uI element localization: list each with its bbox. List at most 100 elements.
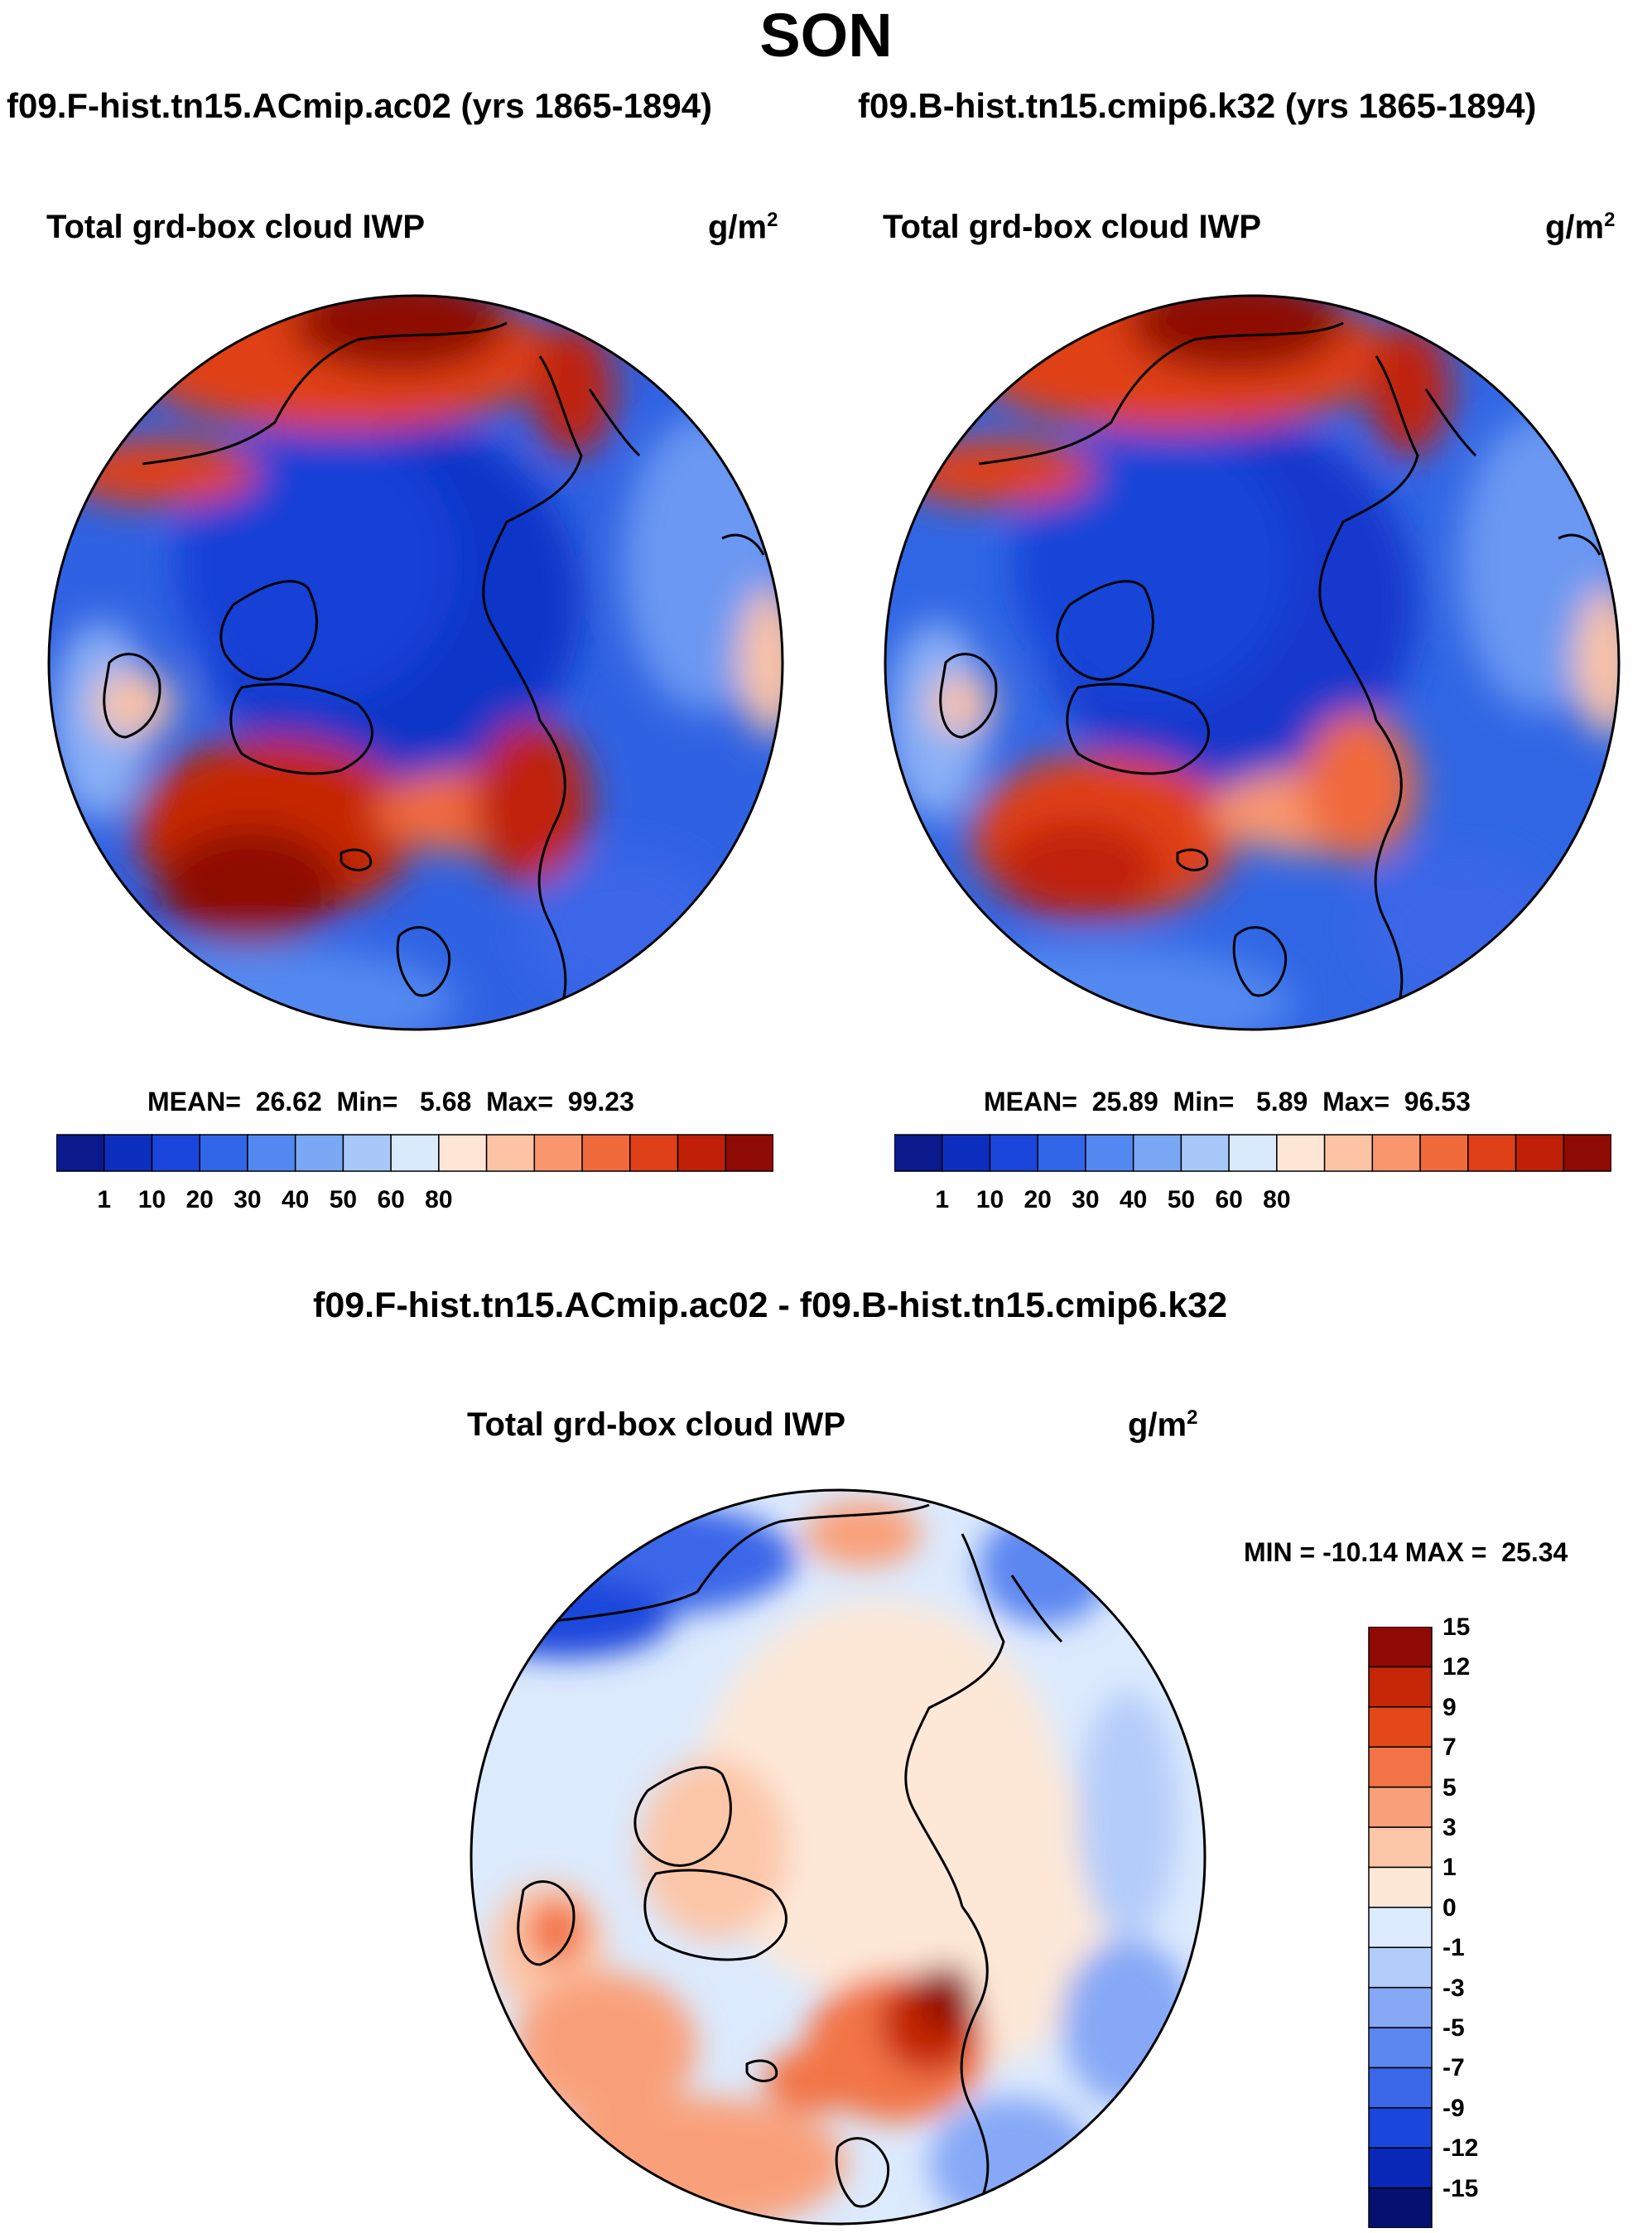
colorbar-tick-label: 9	[1442, 1693, 1457, 1721]
colorbar-swatch	[1368, 1826, 1433, 1869]
colorbar-swatch	[438, 1134, 488, 1172]
right-colorbar	[894, 1134, 1611, 1172]
colorbar-swatch	[1368, 2147, 1433, 2189]
right-colorbar-labels: 1 10 20 30 40 50 60 80	[894, 1186, 1611, 1219]
colorbar-swatch	[1368, 1666, 1433, 1708]
colorbar-swatch	[1467, 1134, 1517, 1172]
colorbar-swatch	[247, 1134, 296, 1172]
left-colorbar	[56, 1134, 773, 1172]
colorbar-swatch	[1515, 1134, 1565, 1172]
colorbar-tick-label: 7	[1442, 1734, 1457, 1762]
right-polar-map	[884, 294, 1621, 1031]
colorbar-swatch	[1368, 1946, 1433, 1989]
colorbar-swatch	[1368, 1786, 1433, 1828]
colorbar-tick-label: -12	[1442, 2134, 1479, 2163]
colorbar-swatch	[581, 1134, 631, 1172]
coastlines	[939, 321, 1601, 1020]
colorbar-swatch	[294, 1134, 344, 1172]
colorbar-swatch	[1368, 2067, 1433, 2109]
colorbar-tick-label: 1	[97, 1186, 112, 1213]
colorbar-swatch	[1371, 1134, 1421, 1172]
colorbar-swatch	[1419, 1134, 1469, 1172]
right-stats: MEAN= 25.89 Min= 5.89 Max= 96.53	[984, 1087, 1471, 1116]
right-units: g/m2	[1545, 209, 1616, 246]
colorbar-tick-label: -5	[1442, 2014, 1465, 2042]
colorbar-swatch	[677, 1134, 727, 1172]
diff-polar-map	[470, 1488, 1206, 2226]
colorbar-tick-label: 0	[1442, 1893, 1457, 1922]
colorbar-tick-label: 30	[234, 1186, 262, 1213]
diff-colorbar-labels: -15 -12 -9 -7 -5 -3 -1 0 1 3 5 7 9 12 15	[1442, 1613, 1525, 2228]
colorbar-swatch	[941, 1134, 991, 1172]
diff-units: g/m2	[1128, 1406, 1198, 1444]
map-border	[47, 294, 784, 1031]
left-stats: MEAN= 26.62 Min= 5.68 Max= 99.23	[147, 1087, 634, 1116]
colorbar-swatch	[1037, 1134, 1086, 1172]
colorbar-swatch	[1323, 1134, 1374, 1172]
colorbar-tick-label: 80	[425, 1186, 453, 1213]
colorbar-tick-label: -7	[1442, 2054, 1465, 2082]
colorbar-swatch	[1368, 2027, 1433, 2069]
colorbar-tick-label: -15	[1442, 2174, 1479, 2202]
colorbar-swatch	[1368, 1627, 1433, 1668]
coastlines	[103, 321, 765, 1020]
colorbar-tick-label: 1	[1442, 1854, 1457, 1882]
colorbar-swatch	[1368, 2107, 1433, 2149]
colorbar-swatch	[1276, 1134, 1326, 1172]
colorbar-swatch	[56, 1134, 105, 1172]
colorbar-tick-label: 12	[1442, 1653, 1471, 1681]
diff-colorbar	[1368, 1627, 1433, 2228]
colorbar-swatch	[989, 1134, 1038, 1172]
colorbar-tick-label: 20	[1023, 1186, 1052, 1213]
map-border	[470, 1488, 1206, 2226]
colorbar-tick-label: 80	[1263, 1186, 1291, 1213]
left-units: g/m2	[708, 209, 778, 246]
diff-minmax: MIN = -10.14 MAX = 25.34	[1244, 1537, 1568, 1567]
coastlines	[514, 1503, 1163, 2208]
colorbar-swatch	[342, 1134, 392, 1172]
left-case-title: f09.F-hist.tn15.ACmip.ac02 (yrs 1865-189…	[7, 86, 713, 125]
colorbar-tick-label: -3	[1442, 1974, 1465, 2002]
colorbar-swatch	[390, 1134, 440, 1172]
colorbar-tick-label: 50	[329, 1186, 358, 1213]
colorbar-tick-label: 30	[1072, 1186, 1100, 1213]
colorbar-swatch	[1368, 1866, 1433, 1908]
right-case-title: f09.B-hist.tn15.cmip6.k32 (yrs 1865-1894…	[858, 86, 1537, 125]
colorbar-tick-label: 20	[185, 1186, 214, 1213]
map-border	[884, 294, 1621, 1031]
colorbar-swatch	[151, 1134, 200, 1172]
colorbar-tick-label: 15	[1442, 1613, 1471, 1641]
colorbar-swatch	[1228, 1134, 1278, 1172]
colorbar-tick-label: 60	[1215, 1186, 1243, 1213]
colorbar-tick-label: -1	[1442, 1934, 1465, 1962]
colorbar-swatch	[725, 1134, 773, 1172]
left-var-title: Total grd-box cloud IWP	[46, 209, 425, 245]
colorbar-swatch	[485, 1134, 536, 1172]
colorbar-tick-label: 40	[1119, 1186, 1148, 1213]
colorbar-tick-label: 3	[1442, 1814, 1457, 1841]
colorbar-swatch	[1368, 1986, 1433, 2028]
colorbar-tick-label: 5	[1442, 1773, 1457, 1801]
colorbar-swatch	[103, 1134, 153, 1172]
colorbar-swatch	[533, 1134, 583, 1172]
colorbar-tick-label: 10	[975, 1186, 1004, 1213]
colorbar-tick-label: 60	[377, 1186, 405, 1213]
diff-var-title: Total grd-box cloud IWP	[467, 1406, 845, 1443]
colorbar-tick-label: 40	[281, 1186, 310, 1213]
right-var-title: Total grd-box cloud IWP	[883, 209, 1261, 245]
left-colorbar-labels: 1 10 20 30 40 50 60 80	[56, 1186, 773, 1219]
colorbar-swatch	[1368, 2187, 1433, 2228]
season-title: SON	[759, 1, 893, 70]
colorbar-swatch	[894, 1134, 943, 1172]
diff-title: f09.F-hist.tn15.ACmip.ac02 - f09.B-hist.…	[313, 1285, 1227, 1325]
colorbar-swatch	[1180, 1134, 1230, 1172]
colorbar-tick-label: 10	[137, 1186, 166, 1213]
colorbar-swatch	[199, 1134, 248, 1172]
colorbar-swatch	[1368, 1746, 1433, 1788]
colorbar-swatch	[1132, 1134, 1182, 1172]
colorbar-swatch	[1563, 1134, 1611, 1172]
colorbar-tick-label: 1	[935, 1186, 950, 1213]
colorbar-swatch	[629, 1134, 679, 1172]
colorbar-swatch	[1368, 1706, 1433, 1748]
colorbar-swatch	[1085, 1134, 1134, 1172]
